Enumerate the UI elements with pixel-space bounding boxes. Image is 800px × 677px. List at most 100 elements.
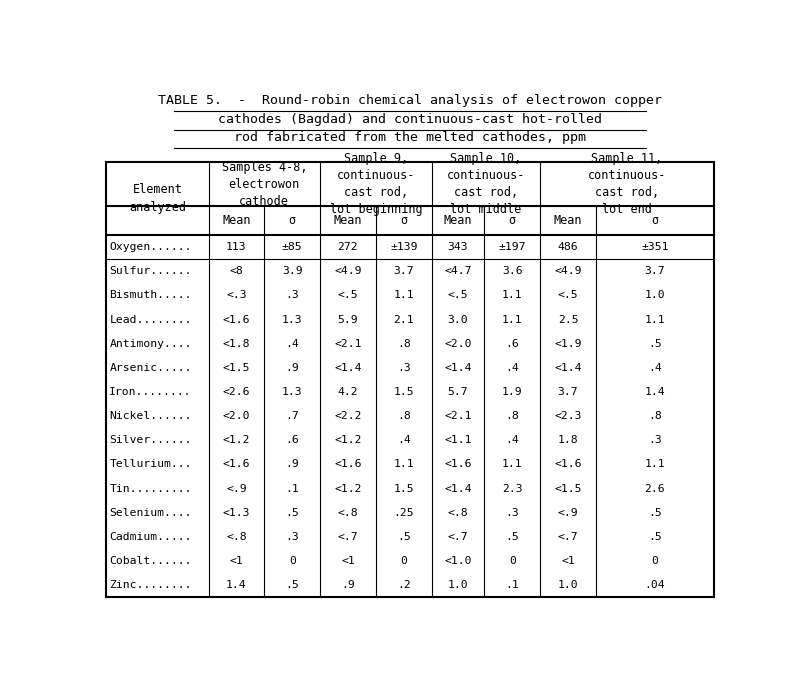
Text: σ: σ xyxy=(651,214,658,227)
Text: Element
analyzed: Element analyzed xyxy=(129,183,186,214)
Text: <1.8: <1.8 xyxy=(222,338,250,349)
Text: 1.4: 1.4 xyxy=(645,387,666,397)
Text: Tin.........: Tin......... xyxy=(110,483,192,494)
Text: <1: <1 xyxy=(341,556,355,566)
Text: <1.4: <1.4 xyxy=(554,363,582,373)
Text: Selenium....: Selenium.... xyxy=(110,508,192,518)
Text: 1.1: 1.1 xyxy=(502,290,522,301)
Text: σ: σ xyxy=(289,214,296,227)
Text: σ: σ xyxy=(400,214,407,227)
Text: <1.1: <1.1 xyxy=(444,435,472,445)
Text: 0: 0 xyxy=(651,556,658,566)
Text: Sample 10,
continuous-
cast rod,
lot middle: Sample 10, continuous- cast rod, lot mid… xyxy=(446,152,525,216)
Text: Sample 11,
continuous-
cast rod,
lot end: Sample 11, continuous- cast rod, lot end xyxy=(588,152,666,216)
Text: 1.5: 1.5 xyxy=(394,387,414,397)
Text: <2.1: <2.1 xyxy=(444,411,472,421)
Text: .25: .25 xyxy=(394,508,414,518)
Text: 1.3: 1.3 xyxy=(282,387,302,397)
Text: <1.5: <1.5 xyxy=(222,363,250,373)
Text: .4: .4 xyxy=(397,435,410,445)
Text: 272: 272 xyxy=(338,242,358,252)
Text: <.8: <.8 xyxy=(338,508,358,518)
Text: <1.2: <1.2 xyxy=(222,435,250,445)
Text: .8: .8 xyxy=(648,411,662,421)
Text: <1.2: <1.2 xyxy=(334,435,362,445)
Text: .04: .04 xyxy=(645,580,666,590)
Text: .5: .5 xyxy=(506,532,519,542)
Text: <.7: <.7 xyxy=(448,532,468,542)
Text: .4: .4 xyxy=(506,435,519,445)
Text: <2.1: <2.1 xyxy=(334,338,362,349)
Text: <1.4: <1.4 xyxy=(444,363,472,373)
Text: <1.5: <1.5 xyxy=(554,483,582,494)
Text: Tellurium...: Tellurium... xyxy=(110,460,192,469)
Text: Nickel......: Nickel...... xyxy=(110,411,192,421)
Text: .5: .5 xyxy=(648,508,662,518)
Text: Sample 9,
continuous-
cast rod,
lot beginning: Sample 9, continuous- cast rod, lot begi… xyxy=(330,152,422,216)
Text: 1.3: 1.3 xyxy=(282,315,302,324)
Text: <2.2: <2.2 xyxy=(334,411,362,421)
Text: ±351: ±351 xyxy=(641,242,669,252)
Text: 0: 0 xyxy=(400,556,407,566)
Text: .5: .5 xyxy=(648,532,662,542)
Text: 1.9: 1.9 xyxy=(502,387,522,397)
Text: 0: 0 xyxy=(289,556,296,566)
Text: 113: 113 xyxy=(226,242,246,252)
Text: 2.1: 2.1 xyxy=(394,315,414,324)
Text: 3.6: 3.6 xyxy=(502,266,522,276)
Text: <1.3: <1.3 xyxy=(222,508,250,518)
Text: <4.9: <4.9 xyxy=(334,266,362,276)
Text: Mean: Mean xyxy=(554,214,582,227)
Text: rod fabricated from the melted cathodes, ppm: rod fabricated from the melted cathodes,… xyxy=(234,131,586,144)
Text: Cobalt......: Cobalt...... xyxy=(110,556,192,566)
Text: .4: .4 xyxy=(648,363,662,373)
Text: ±197: ±197 xyxy=(498,242,526,252)
Text: <2.0: <2.0 xyxy=(222,411,250,421)
Text: .1: .1 xyxy=(506,580,519,590)
Text: 1.8: 1.8 xyxy=(558,435,578,445)
Text: .3: .3 xyxy=(397,363,410,373)
Text: <1.4: <1.4 xyxy=(444,483,472,494)
Text: 2.5: 2.5 xyxy=(558,315,578,324)
Text: <.5: <.5 xyxy=(338,290,358,301)
Text: .8: .8 xyxy=(506,411,519,421)
Text: .4: .4 xyxy=(286,338,299,349)
Text: <1.9: <1.9 xyxy=(554,338,582,349)
Text: .6: .6 xyxy=(286,435,299,445)
Text: 486: 486 xyxy=(558,242,578,252)
Text: <1.0: <1.0 xyxy=(444,556,472,566)
Text: 1.1: 1.1 xyxy=(645,460,666,469)
Text: .9: .9 xyxy=(286,460,299,469)
Text: 1.5: 1.5 xyxy=(394,483,414,494)
Text: 5.9: 5.9 xyxy=(338,315,358,324)
Text: <.8: <.8 xyxy=(226,532,246,542)
Text: 1.4: 1.4 xyxy=(226,580,246,590)
Text: <1.4: <1.4 xyxy=(334,363,362,373)
Text: <.7: <.7 xyxy=(558,532,578,542)
Text: .3: .3 xyxy=(286,532,299,542)
Text: .3: .3 xyxy=(648,435,662,445)
Text: 1.1: 1.1 xyxy=(394,290,414,301)
Text: .3: .3 xyxy=(506,508,519,518)
Text: .7: .7 xyxy=(286,411,299,421)
Text: <.3: <.3 xyxy=(226,290,246,301)
Text: <1.6: <1.6 xyxy=(222,315,250,324)
Text: 3.0: 3.0 xyxy=(448,315,468,324)
Text: <.8: <.8 xyxy=(448,508,468,518)
Text: <.7: <.7 xyxy=(338,532,358,542)
Text: ±139: ±139 xyxy=(390,242,418,252)
Text: ±85: ±85 xyxy=(282,242,302,252)
Text: <1: <1 xyxy=(562,556,575,566)
Text: .1: .1 xyxy=(286,483,299,494)
Text: σ: σ xyxy=(509,214,516,227)
Text: Oxygen......: Oxygen...... xyxy=(110,242,192,252)
Text: 1.0: 1.0 xyxy=(448,580,468,590)
Text: Iron........: Iron........ xyxy=(110,387,192,397)
Text: <.9: <.9 xyxy=(558,508,578,518)
Text: Samples 4-8,
electrowon
cathode: Samples 4-8, electrowon cathode xyxy=(222,160,307,208)
Text: <8: <8 xyxy=(230,266,243,276)
Text: 1.1: 1.1 xyxy=(645,315,666,324)
Text: .8: .8 xyxy=(397,338,410,349)
Text: <1.6: <1.6 xyxy=(554,460,582,469)
Text: <4.9: <4.9 xyxy=(554,266,582,276)
